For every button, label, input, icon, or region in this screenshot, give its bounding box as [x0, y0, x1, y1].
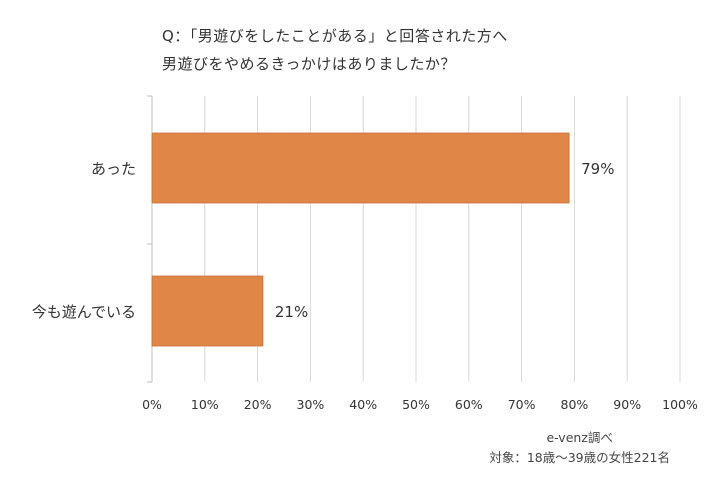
x-tick-label: 100%: [662, 397, 698, 412]
x-tick-label: 40%: [349, 397, 377, 412]
bar-value-label: 79%: [581, 160, 614, 178]
x-tick-label: 50%: [402, 397, 430, 412]
bar: [151, 275, 264, 347]
x-tick-label: 60%: [455, 397, 483, 412]
category-label: 今も遊んでいる: [32, 303, 136, 321]
x-tick-label: 20%: [244, 397, 272, 412]
category-label: あった: [91, 160, 136, 178]
x-tick-label: 0%: [142, 397, 162, 412]
x-tick-label: 10%: [191, 397, 219, 412]
bar-value-label: 21%: [275, 303, 308, 321]
x-tick-label: 30%: [297, 397, 325, 412]
bar: [151, 132, 570, 204]
source-note: e-venz調べ 対象：18歳〜39歳の女性221名: [489, 428, 670, 468]
x-tick-label: 90%: [613, 397, 641, 412]
chart-title-line-1: Q：「男遊びをしたことがある」と回答された方へ: [162, 27, 508, 45]
source-line-1: e-venz調べ: [546, 430, 613, 445]
x-tick-label: 70%: [508, 397, 536, 412]
chart-title: Q：「男遊びをしたことがある」と回答された方へ 男遊びをやめるきっかけはありまし…: [162, 22, 508, 78]
source-line-2: 対象：18歳〜39歳の女性221名: [489, 450, 670, 465]
x-tick-label: 80%: [561, 397, 589, 412]
chart-title-line-2: 男遊びをやめるきっかけはありましたか？: [162, 55, 456, 73]
